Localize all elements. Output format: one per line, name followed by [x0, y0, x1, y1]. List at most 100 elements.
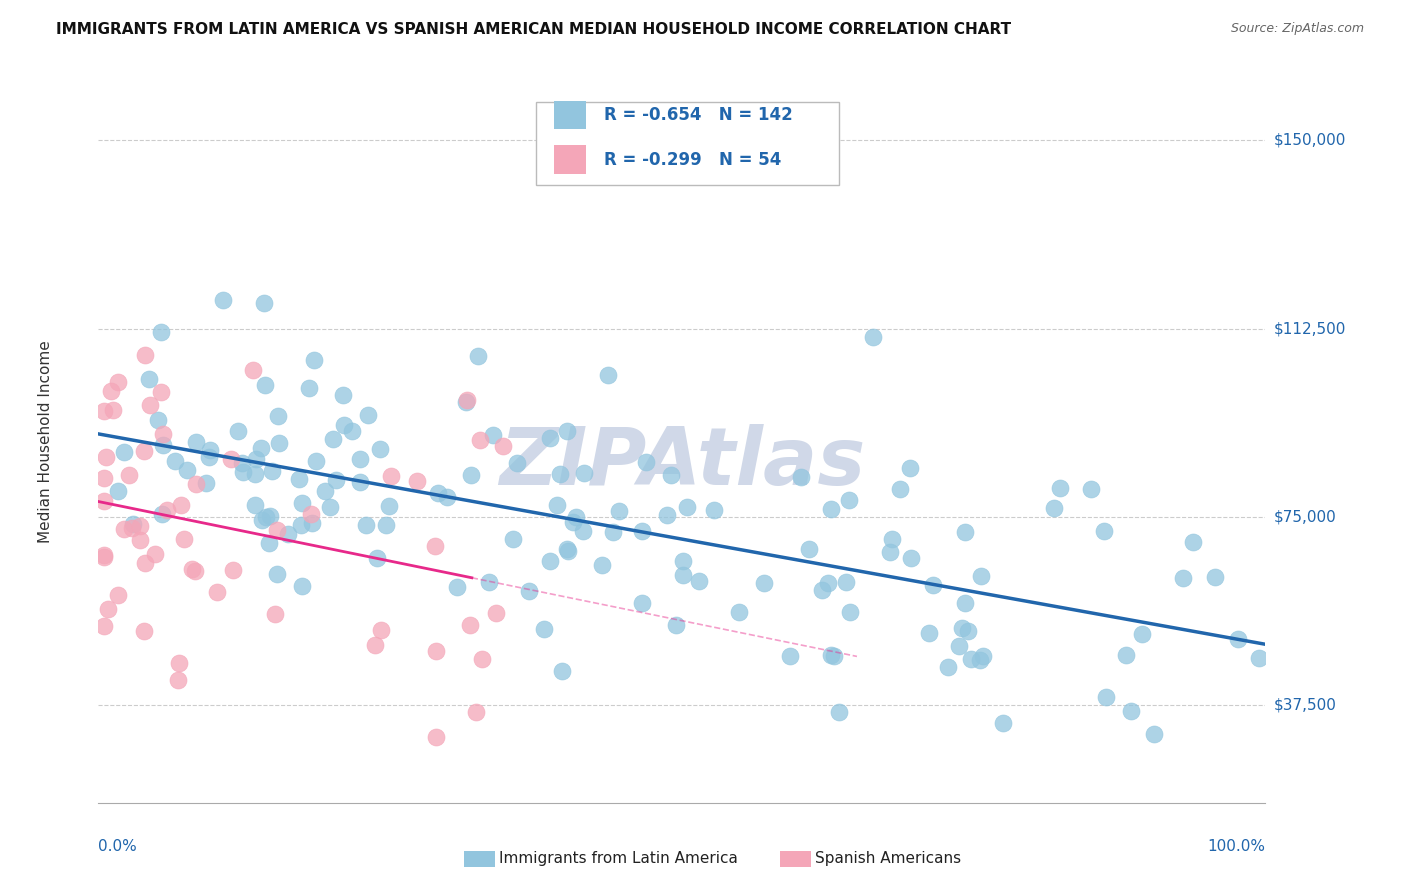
- Point: [155, 503, 177, 517]
- Point: [550, 664, 572, 678]
- Point: [222, 563, 245, 577]
- Point: [953, 525, 976, 540]
- Point: [936, 660, 959, 674]
- Point: [1121, 705, 1143, 719]
- Text: Spanish Americans: Spanish Americans: [815, 852, 962, 866]
- Point: [548, 467, 571, 481]
- Text: Source: ZipAtlas.com: Source: ZipAtlas.com: [1230, 22, 1364, 36]
- Point: [114, 523, 136, 537]
- Text: R = -0.654   N = 142: R = -0.654 N = 142: [603, 106, 793, 124]
- Point: [184, 476, 207, 491]
- Point: [564, 509, 586, 524]
- Point: [727, 605, 749, 619]
- Point: [184, 434, 207, 449]
- Point: [1049, 481, 1071, 495]
- Point: [322, 432, 344, 446]
- Point: [991, 716, 1014, 731]
- Point: [838, 493, 860, 508]
- Point: [790, 470, 813, 484]
- Point: [561, 515, 583, 529]
- Point: [93, 619, 115, 633]
- Point: [918, 626, 941, 640]
- Point: [226, 425, 249, 439]
- Point: [342, 424, 364, 438]
- Point: [655, 508, 678, 522]
- Point: [1092, 524, 1115, 538]
- Point: [132, 624, 155, 639]
- Point: [107, 484, 129, 499]
- Point: [243, 498, 266, 512]
- Point: [370, 624, 392, 638]
- Point: [1204, 570, 1226, 584]
- Point: [922, 578, 945, 592]
- Point: [250, 513, 273, 527]
- Point: [266, 523, 288, 537]
- Point: [602, 525, 624, 540]
- Point: [427, 486, 450, 500]
- Point: [138, 372, 160, 386]
- Point: [659, 468, 682, 483]
- Point: [969, 653, 991, 667]
- Point: [299, 507, 322, 521]
- Point: [900, 551, 922, 566]
- Point: [688, 574, 710, 588]
- Point: [492, 439, 515, 453]
- FancyBboxPatch shape: [554, 101, 586, 129]
- Point: [1094, 690, 1116, 704]
- Point: [134, 556, 156, 570]
- Point: [149, 385, 172, 400]
- Point: [630, 524, 652, 538]
- Point: [1249, 651, 1271, 665]
- Point: [304, 352, 326, 367]
- Point: [478, 575, 501, 590]
- Point: [502, 532, 524, 546]
- Point: [517, 583, 540, 598]
- Point: [467, 349, 489, 363]
- Point: [811, 582, 834, 597]
- Point: [468, 434, 491, 448]
- Point: [176, 463, 198, 477]
- Point: [242, 363, 264, 377]
- Point: [972, 649, 994, 664]
- Point: [262, 464, 284, 478]
- Point: [257, 536, 280, 550]
- Point: [314, 484, 336, 499]
- Point: [184, 565, 207, 579]
- Point: [948, 639, 970, 653]
- Point: [332, 388, 354, 402]
- Point: [703, 503, 725, 517]
- Point: [1182, 534, 1205, 549]
- Point: [1132, 626, 1154, 640]
- Point: [591, 558, 613, 572]
- Point: [305, 454, 328, 468]
- Point: [152, 427, 174, 442]
- Point: [366, 550, 388, 565]
- Point: [482, 427, 505, 442]
- Point: [181, 562, 204, 576]
- Point: [880, 533, 903, 547]
- Point: [380, 469, 402, 483]
- Point: [354, 518, 377, 533]
- Point: [636, 455, 658, 469]
- Text: Immigrants from Latin America: Immigrants from Latin America: [499, 852, 738, 866]
- Point: [198, 442, 221, 457]
- Point: [1080, 482, 1102, 496]
- Point: [675, 500, 697, 514]
- Point: [197, 450, 219, 465]
- Point: [118, 467, 141, 482]
- Point: [195, 476, 218, 491]
- Point: [820, 648, 842, 663]
- Point: [152, 507, 174, 521]
- Text: $37,500: $37,500: [1274, 698, 1337, 713]
- Point: [799, 541, 821, 556]
- Point: [132, 443, 155, 458]
- Point: [377, 499, 399, 513]
- Point: [93, 493, 115, 508]
- Point: [243, 467, 266, 482]
- Point: [291, 578, 314, 592]
- Point: [485, 606, 508, 620]
- FancyBboxPatch shape: [554, 145, 586, 174]
- Point: [357, 408, 380, 422]
- Point: [436, 490, 458, 504]
- Point: [598, 368, 620, 382]
